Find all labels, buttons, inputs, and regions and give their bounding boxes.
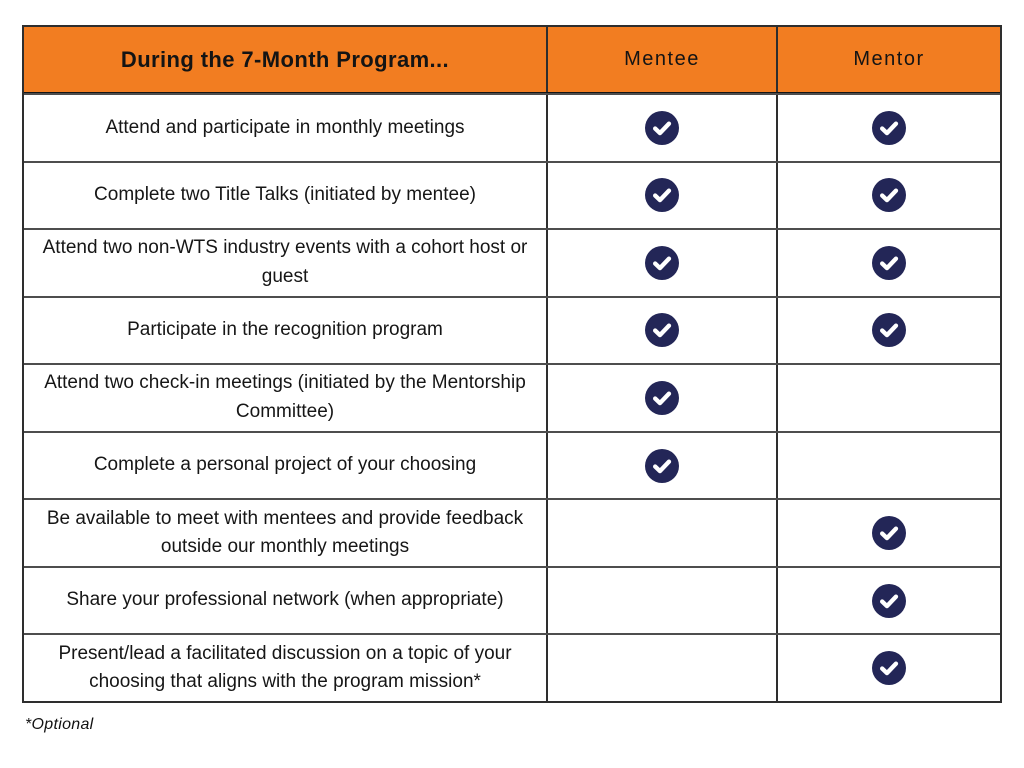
check-icon (872, 245, 906, 280)
header-mentee-column: Mentee (546, 27, 776, 92)
check-icon (872, 313, 906, 348)
check-icon (872, 178, 906, 213)
check-icon (645, 448, 679, 483)
check-icon (645, 313, 679, 348)
check-icon (645, 245, 679, 280)
table-row: Complete a personal project of your choo… (24, 430, 1000, 499)
header-mentor-column: Mentor (776, 27, 1000, 92)
task-label: Present/lead a facilitated discussion on… (58, 642, 512, 693)
mentee-check-cell (546, 162, 776, 229)
mentee-check-cell (546, 297, 776, 364)
mentor-check-cell (776, 432, 1000, 499)
mentor-check-cell (776, 95, 1000, 161)
mentee-check-cell (546, 95, 776, 161)
check-icon (872, 110, 906, 145)
table-row: Attend and participate in monthly meetin… (24, 93, 1000, 161)
task-label: Attend two non-WTS industry events with … (42, 237, 528, 287)
mentor-check-cell (776, 500, 1000, 566)
table-row: Participate in the recognition program (24, 295, 1000, 364)
check-icon (645, 178, 679, 213)
mentee-check-cell (546, 432, 776, 499)
mentee-check-cell (546, 567, 776, 634)
check-icon (645, 380, 679, 415)
table-row: Be available to meet with mentees and pr… (24, 498, 1000, 566)
check-icon (645, 110, 679, 145)
mentee-check-cell (546, 365, 776, 431)
task-label: Be available to meet with mentees and pr… (46, 507, 524, 558)
task-label: Complete two Title Talks (initiated by m… (94, 184, 476, 206)
task-label: Complete a personal project of your choo… (93, 454, 477, 476)
mentor-check-cell (776, 365, 1000, 431)
table-row: Complete two Title Talks (initiated by m… (24, 160, 1000, 229)
mentee-check-cell (546, 500, 776, 566)
mentor-check-cell (776, 230, 1000, 296)
responsibilities-table: During the 7-Month Program... Mentee Men… (22, 25, 1002, 703)
table-row: Attend two non-WTS industry events with … (24, 228, 1000, 296)
mentor-check-cell (776, 297, 1000, 364)
mentee-check-cell (546, 230, 776, 296)
task-label: Attend two check-in meetings (initiated … (44, 372, 526, 422)
task-label: Share your professional network (when ap… (66, 589, 504, 611)
task-label: Participate in the recognition program (127, 319, 443, 341)
mentor-check-cell (776, 162, 1000, 229)
mentor-check-cell (776, 567, 1000, 634)
footnote-optional: *Optional (25, 716, 94, 733)
table-row: Present/lead a facilitated discussion on… (24, 633, 1000, 701)
table-header-row: During the 7-Month Program... Mentee Men… (24, 27, 1000, 93)
check-icon (872, 516, 906, 551)
check-icon (872, 651, 906, 686)
table-row: Attend two check-in meetings (initiated … (24, 363, 1000, 431)
mentor-check-cell (776, 635, 1000, 701)
task-label: Attend and participate in monthly meetin… (105, 116, 465, 138)
header-task-column: During the 7-Month Program... (120, 47, 450, 72)
mentee-check-cell (546, 635, 776, 701)
table-row: Share your professional network (when ap… (24, 565, 1000, 634)
check-icon (872, 583, 906, 618)
